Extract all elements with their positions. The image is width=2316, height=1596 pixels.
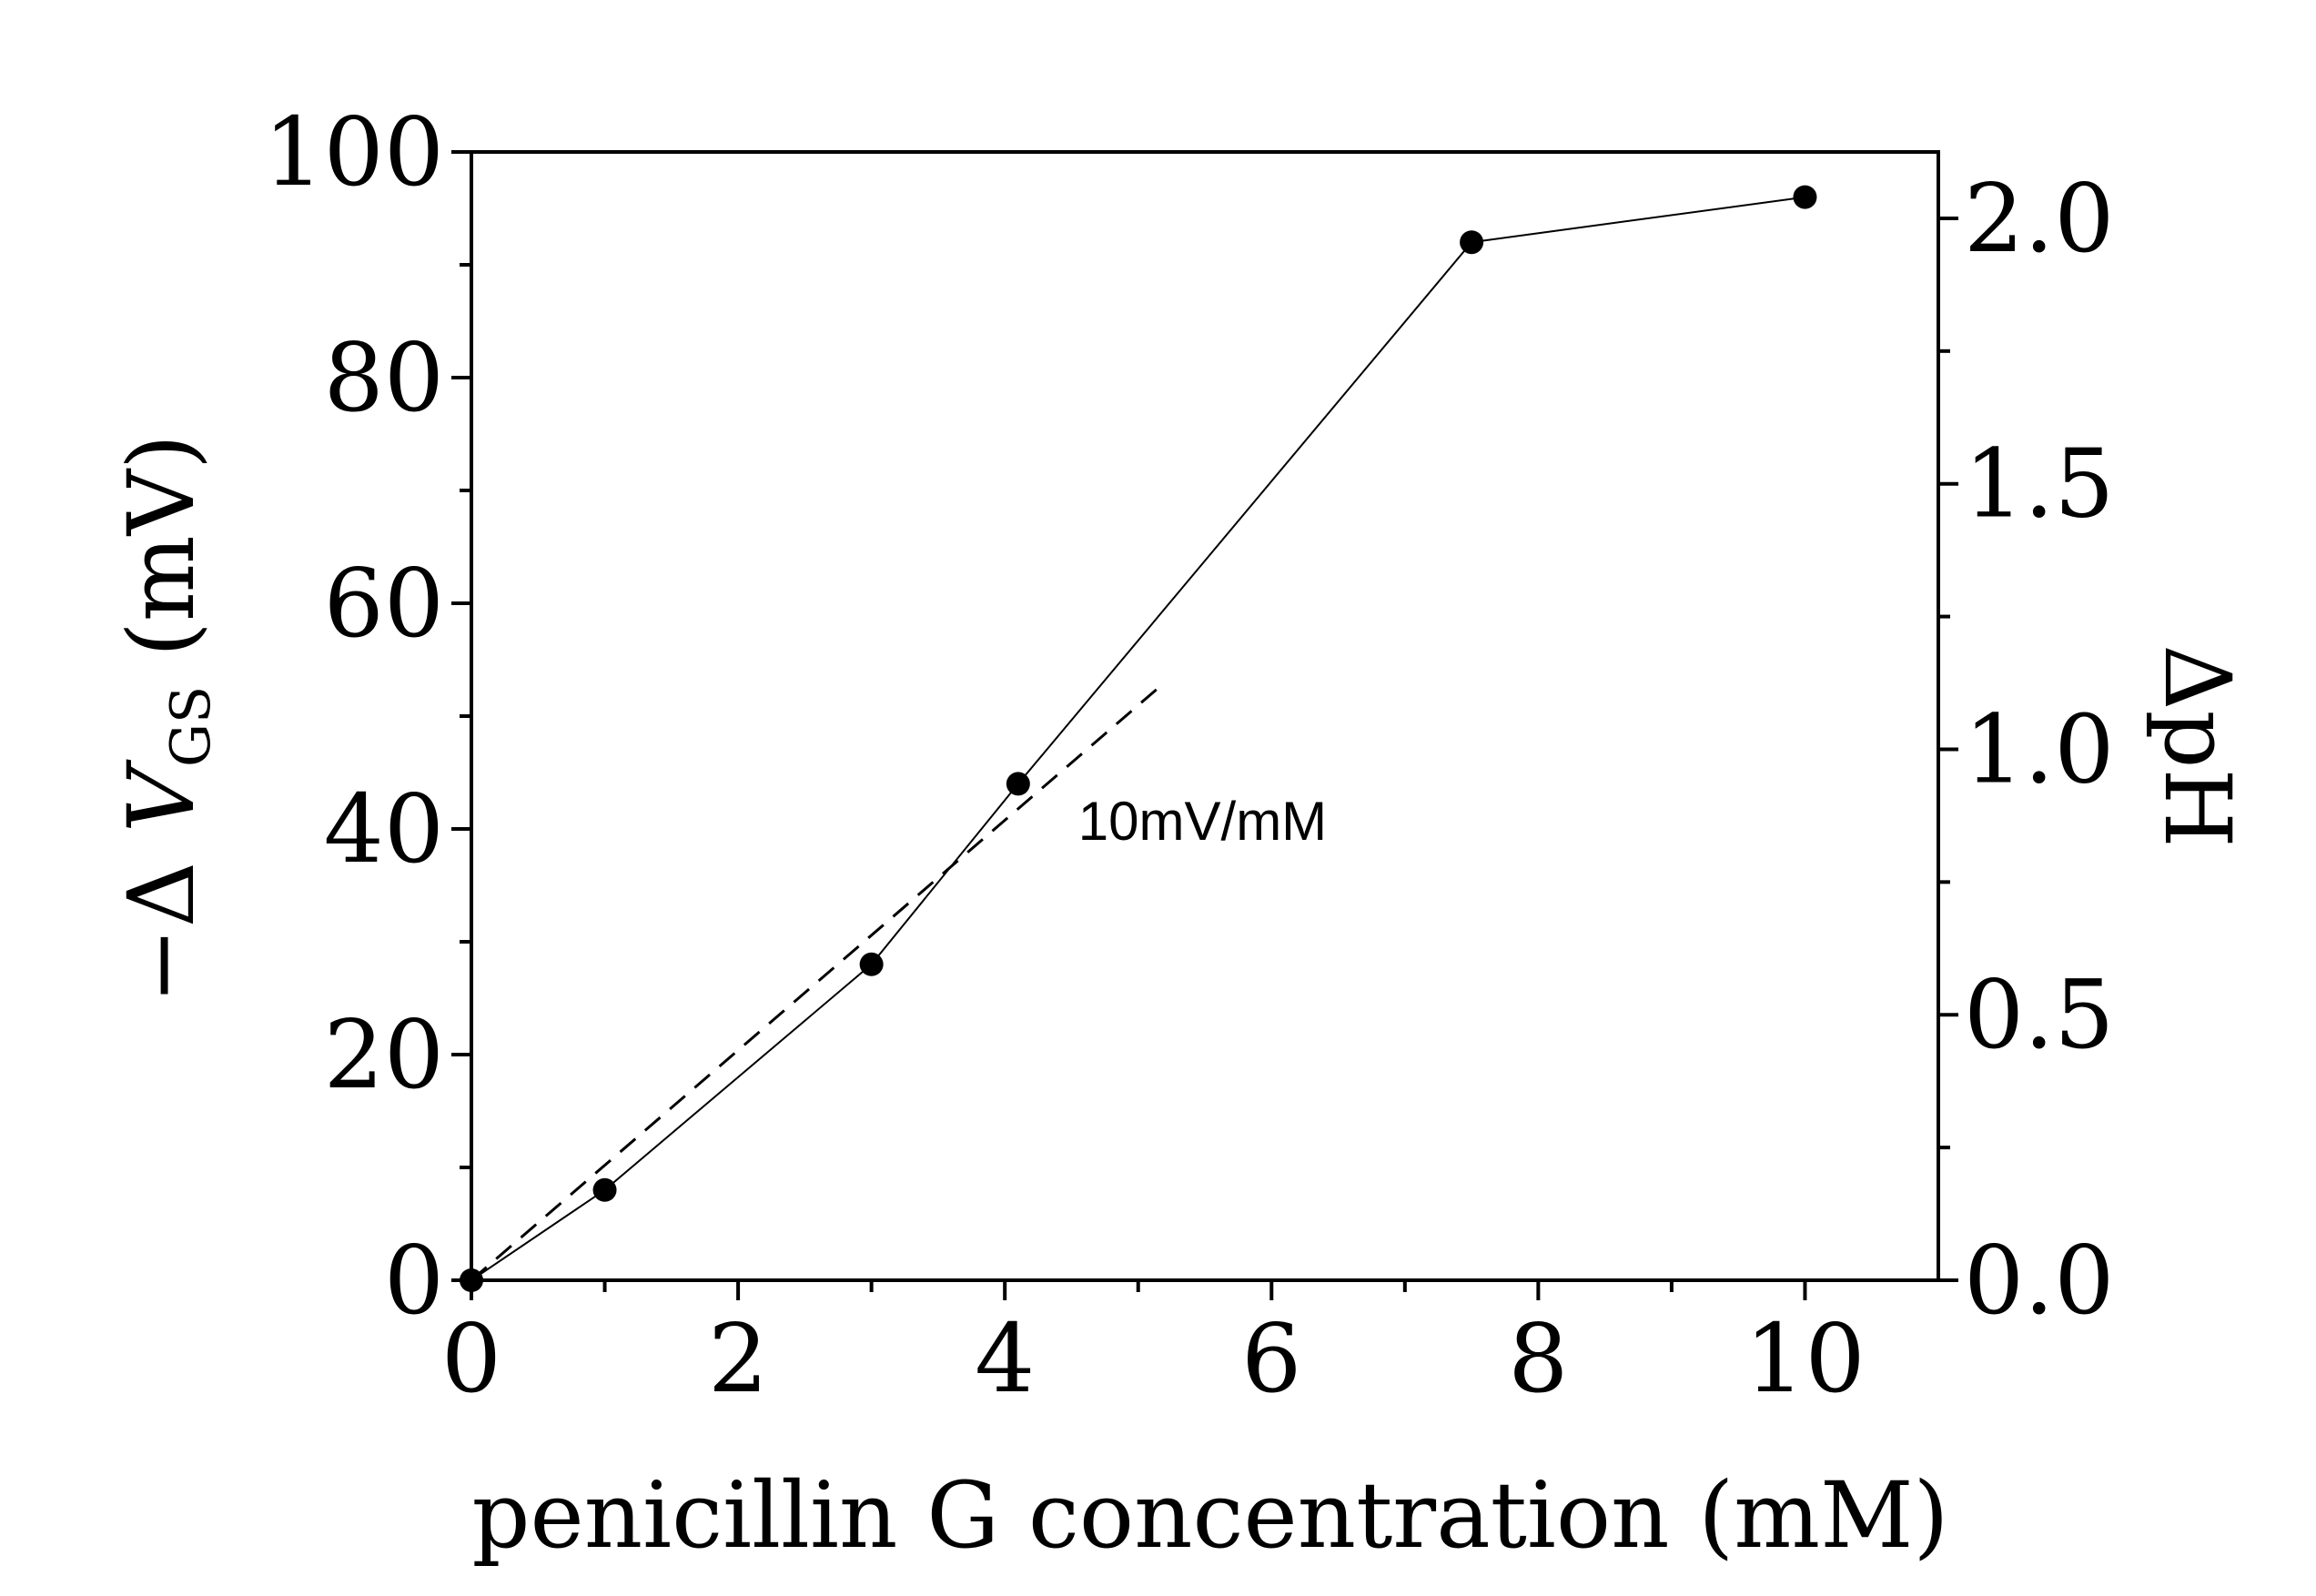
y-right-tick-label: 0.5 [1964,959,2114,1070]
series-line [470,196,1805,1281]
y-right-tick-label: 0.0 [1964,1225,2114,1336]
y-axis-title-suffix: (mV) [108,434,215,686]
x-tick-label: 8 [1508,1303,1568,1414]
x-tick-label: 6 [1241,1303,1301,1414]
annotation-slope: 10mV/mM [1078,791,1327,852]
data-point [1460,230,1484,255]
y-tick-label: 60 [324,548,444,659]
data-points [460,185,1817,1292]
y-axis-title-subscript: GS [159,686,223,767]
data-point [1006,772,1030,796]
data-point [1793,185,1817,209]
y-right-tick-label: 1.0 [1964,693,2114,804]
y-tick-label: 20 [324,999,444,1110]
y-tick-label: 0 [384,1225,444,1336]
y-axis-title-prefix: −Δ [108,833,215,1004]
fit-line [470,681,1167,1282]
y-tick-label: 80 [324,322,444,433]
y-tick-label: 100 [263,96,444,207]
y-axis-right-title: ΔpH [2144,644,2250,847]
plot-frame [470,150,1940,1282]
data-point [592,1177,617,1202]
x-axis-title: penicillin G concentration (mM) [472,1462,1949,1569]
x-tick-label: 10 [1745,1303,1865,1414]
y-axis-title: −Δ VGS (mV) [108,434,223,1004]
x-tick-label: 2 [708,1303,768,1414]
y-right-tick-label: 1.5 [1964,429,2114,540]
y-tick-label: 40 [324,773,444,884]
x-tick-label: 0 [441,1303,501,1414]
data-point [460,1268,483,1292]
x-tick-label: 4 [975,1303,1035,1414]
y-axis-title-symbol: V [108,759,215,833]
data-point [859,952,884,976]
y-right-tick-label: 2.0 [1964,163,2114,274]
